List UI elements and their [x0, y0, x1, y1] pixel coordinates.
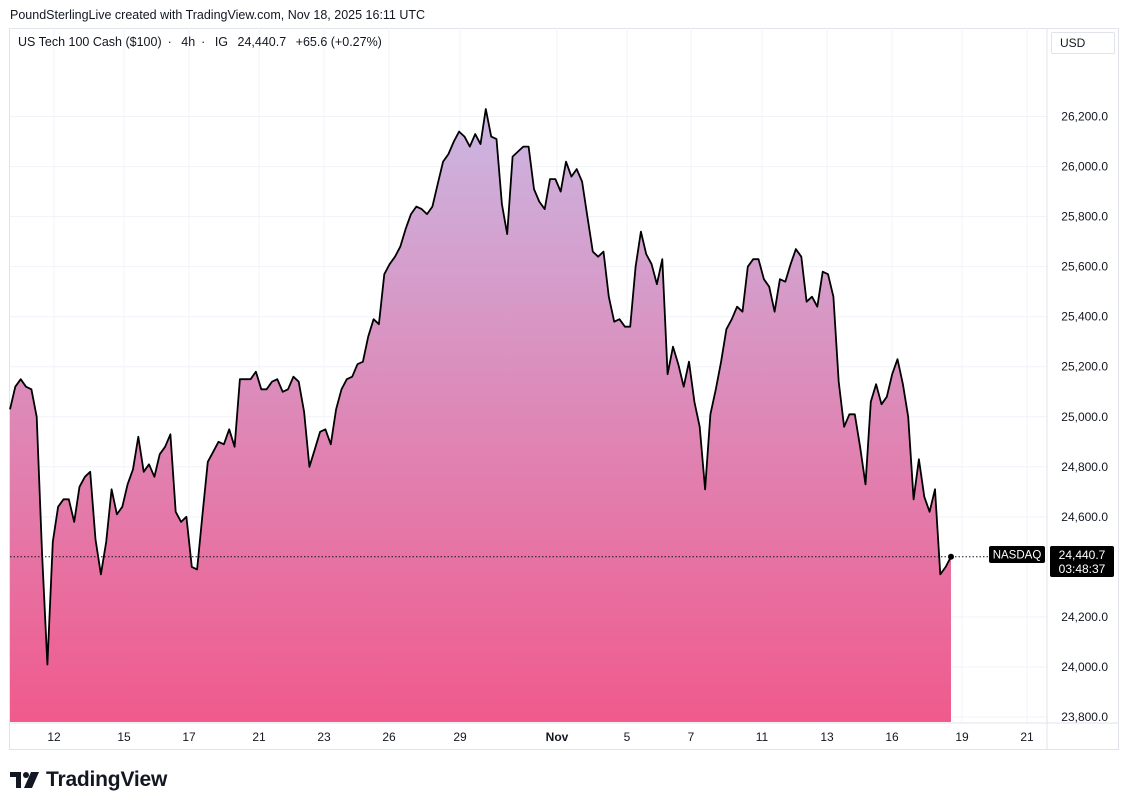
y-tick-label: 26,000.0 — [1061, 160, 1108, 174]
y-tick-label: 25,000.0 — [1061, 410, 1108, 424]
bar-countdown: 03:48:37 — [1059, 562, 1106, 576]
x-tick-label: 5 — [624, 730, 631, 744]
tradingview-wordmark: TradingView — [46, 768, 168, 791]
x-tick-label: 11 — [756, 730, 769, 744]
x-tick-label: 16 — [885, 730, 899, 744]
x-tick-label: 13 — [820, 730, 834, 744]
y-axis: 26,200.0 26,000.0 25,800.0 25,600.0 25,400.0… — [9, 28, 1119, 750]
x-tick-label: 21 — [1020, 730, 1034, 744]
legend-sep-1: · — [167, 35, 172, 49]
y-tick-label: 25,400.0 — [1061, 310, 1108, 324]
x-tick-label: 19 — [955, 730, 969, 744]
x-tick-label: 7 — [688, 730, 695, 744]
last-price-value: 24,440.7 — [1059, 548, 1106, 562]
tradingview-branding: TradingView — [10, 768, 167, 792]
last-price-label: 24,440.7 03:48:37 — [1050, 546, 1114, 577]
last-price-dot — [948, 553, 954, 560]
y-tick-label: 23,800.0 — [1061, 710, 1108, 724]
x-tick-label: 12 — [47, 730, 61, 744]
price-line — [9, 108, 952, 666]
legend-price: 24,440.7 — [237, 35, 287, 49]
x-tick-label: 23 — [317, 730, 331, 744]
chart-frame — [9, 28, 1119, 750]
x-tick-label: Nov — [546, 730, 569, 744]
tradingview-logo-icon — [10, 772, 39, 788]
y-tick-label: 24,200.0 — [1061, 610, 1108, 624]
chart-attribution: PoundSterlingLive created with TradingVi… — [10, 8, 426, 22]
legend-interval: 4h — [181, 35, 196, 49]
price-area-fill — [10, 109, 951, 722]
y-tick-label: 24,600.0 — [1061, 510, 1108, 524]
symbol-legend[interactable]: US Tech 100 Cash ($100) · 4h · IG 24,440.7… — [18, 35, 388, 49]
y-tick-label: 24,800.0 — [1061, 460, 1108, 474]
series-name-text: NASDAQ — [993, 550, 1042, 562]
x-axis: 12 15 17 21 23 26 29 Nov 5 7 11 13 16 19 21 — [47, 730, 1034, 744]
x-tick-label: 17 — [182, 730, 196, 744]
x-tick-label: 29 — [453, 730, 467, 744]
legend-change: +65.6 (+0.27%) — [295, 35, 382, 49]
y-tick-label: 24,000.0 — [1061, 660, 1108, 674]
y-tick-label: 25,600.0 — [1061, 260, 1108, 274]
y-tick-label: 26,200.0 — [1061, 110, 1108, 124]
y-tick-label: 25,800.0 — [1061, 210, 1108, 224]
legend-sep-2: · — [201, 35, 206, 49]
series-name-label: NASDAQ — [989, 546, 1045, 563]
y-tick-label: 25,200.0 — [1061, 360, 1108, 374]
legend-source: IG — [214, 35, 229, 49]
x-tick-label: 26 — [382, 730, 396, 744]
x-tick-label: 21 — [252, 730, 266, 744]
legend-symbol: US Tech 100 Cash ($100) — [18, 35, 162, 49]
currency-selector[interactable]: USD — [1051, 32, 1115, 54]
x-tick-label: 15 — [117, 730, 131, 744]
